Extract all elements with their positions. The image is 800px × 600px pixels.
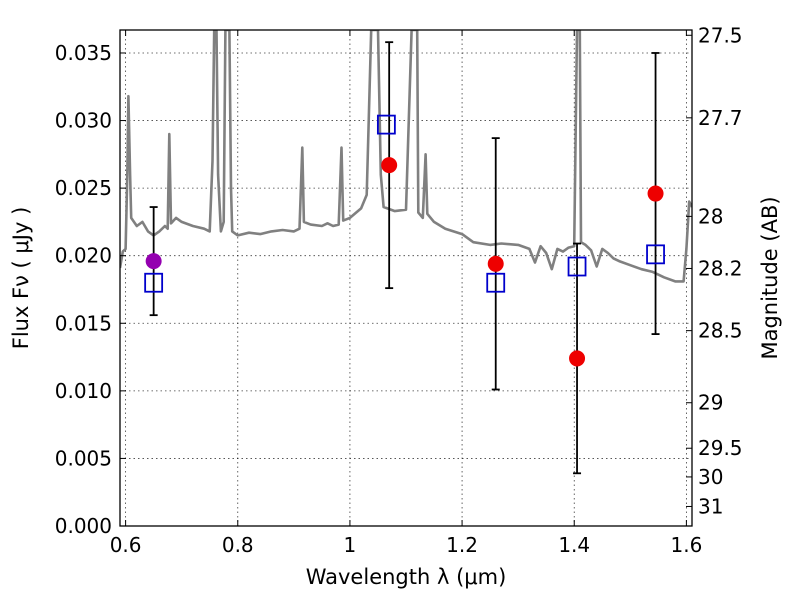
observed-point [487,255,504,272]
observed-point [569,350,586,367]
y-axis-label: Flux Fν ( μJy ) [9,207,33,350]
x-tick-label: 1.2 [446,533,478,557]
y2-tick-label: 27.7 [698,106,743,130]
y-tick-label: 0.000 [55,514,112,538]
y2-tick-label: 31 [698,494,723,518]
model-point [486,272,506,293]
y-tick-label: 0.005 [55,446,112,470]
x-tick-label: 1 [344,533,357,557]
y-tick-label: 0.030 [55,109,112,133]
y2-axis-ticks: 27.5 27.7 28 28.2 28.5 29 29.5 30 31 [686,23,743,518]
plot-background [120,30,692,526]
y2-tick-label: 28 [698,204,723,228]
y-axis-ticks: 0.000 0.005 0.010 0.015 0.020 0.025 0.030 0.035 [55,41,126,538]
model-spectrum-line [120,30,692,283]
y2-tick-label: 28.5 [698,319,743,343]
x-axis-ticks: 0.6 0.8 1 1.2 1.4 1.6 [110,30,702,557]
y2-tick-label: 28.2 [698,256,743,280]
x-tick-label: 0.6 [110,533,142,557]
y-tick-label: 0.010 [55,379,112,403]
y2-tick-label: 30 [698,465,723,489]
y2-tick-label: 29.5 [698,436,743,460]
model-point [376,114,396,135]
observed-point [381,157,398,174]
y2-tick-label: 29 [698,391,723,415]
plot-frame [119,29,693,527]
model-spectrum-layer [120,30,692,283]
y-tick-label: 0.025 [55,176,112,200]
y-tick-label: 0.020 [55,244,112,268]
model-points [144,114,665,293]
x-axis-label: Wavelength λ (μm) [306,565,507,589]
y-tick-label: 0.015 [55,311,112,335]
model-point [144,272,164,293]
y2-axis-label: Magnitude (AB) [758,196,782,359]
model-point [567,256,587,277]
observed-points [145,157,664,367]
grid [120,30,692,526]
y-tick-label: 0.035 [55,41,112,65]
x-tick-label: 1.6 [670,533,702,557]
model-point [646,244,665,265]
y2-tick-label: 27.5 [698,23,743,47]
x-tick-label: 0.8 [222,533,254,557]
observed-point [145,253,162,270]
observed-point [647,185,664,202]
x-tick-label: 1.4 [558,533,590,557]
